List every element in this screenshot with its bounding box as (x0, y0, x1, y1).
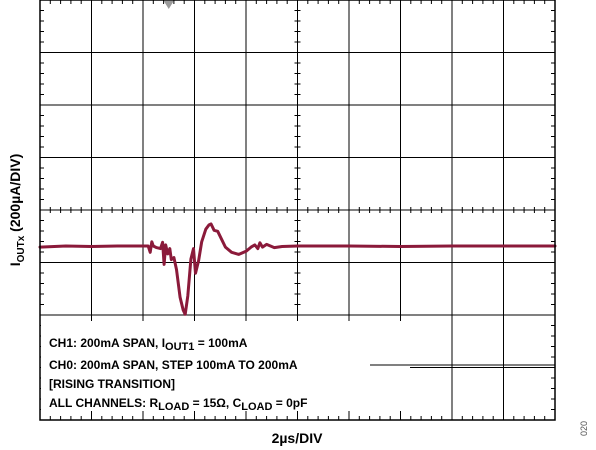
annotation-subscript: LOAD (241, 401, 272, 413)
y-axis-label: IOUTx (200µA/DIV) (7, 154, 27, 267)
x-axis-label: 2µs/DIV (272, 430, 324, 446)
annotation-text: = 15Ω, C (189, 396, 241, 410)
grid-lines (40, 0, 555, 420)
annotation-subscript: LOAD (158, 401, 189, 413)
annotation-background (41, 321, 410, 411)
trigger-marker-icon (163, 1, 174, 9)
trace-layer (38, 222, 557, 316)
annotation-line: ALL CHANNELS: RLOAD = 15Ω, CLOAD = 0pF (49, 396, 307, 413)
y-axis-label-rest: (200µA/DIV) (7, 154, 23, 236)
annotation-box: CH1: 200mA SPAN, IOUT1 = 100mA CH0: 200mA… (41, 321, 555, 413)
annotation-text: = 100mA (194, 336, 247, 350)
annotation-text: CH0: 200mA SPAN, STEP 100mA TO 200mA (49, 358, 298, 372)
waveform-trace (38, 222, 557, 316)
annotation-text: ALL CHANNELS: R (49, 396, 158, 410)
annotation-line: CH0: 200mA SPAN, STEP 100mA TO 200mA (49, 358, 298, 372)
annotation-subscript: OUT1 (165, 341, 194, 353)
annotation-text: CH1: 200mA SPAN, I (49, 336, 165, 350)
y-axis-label-main: I (7, 262, 23, 266)
annotation-line: CH1: 200mA SPAN, IOUT1 = 100mA (49, 336, 248, 353)
annotation-text: = 0pF (272, 396, 307, 410)
trigger-layer (163, 1, 174, 9)
y-axis-label-subscript: OUTx (16, 235, 27, 262)
annotation-line: [RISING TRANSITION] (49, 377, 175, 391)
plot-frame (39, 0, 556, 421)
annotation-text: [RISING TRANSITION] (49, 377, 175, 391)
figure-code: 020 (579, 421, 589, 436)
